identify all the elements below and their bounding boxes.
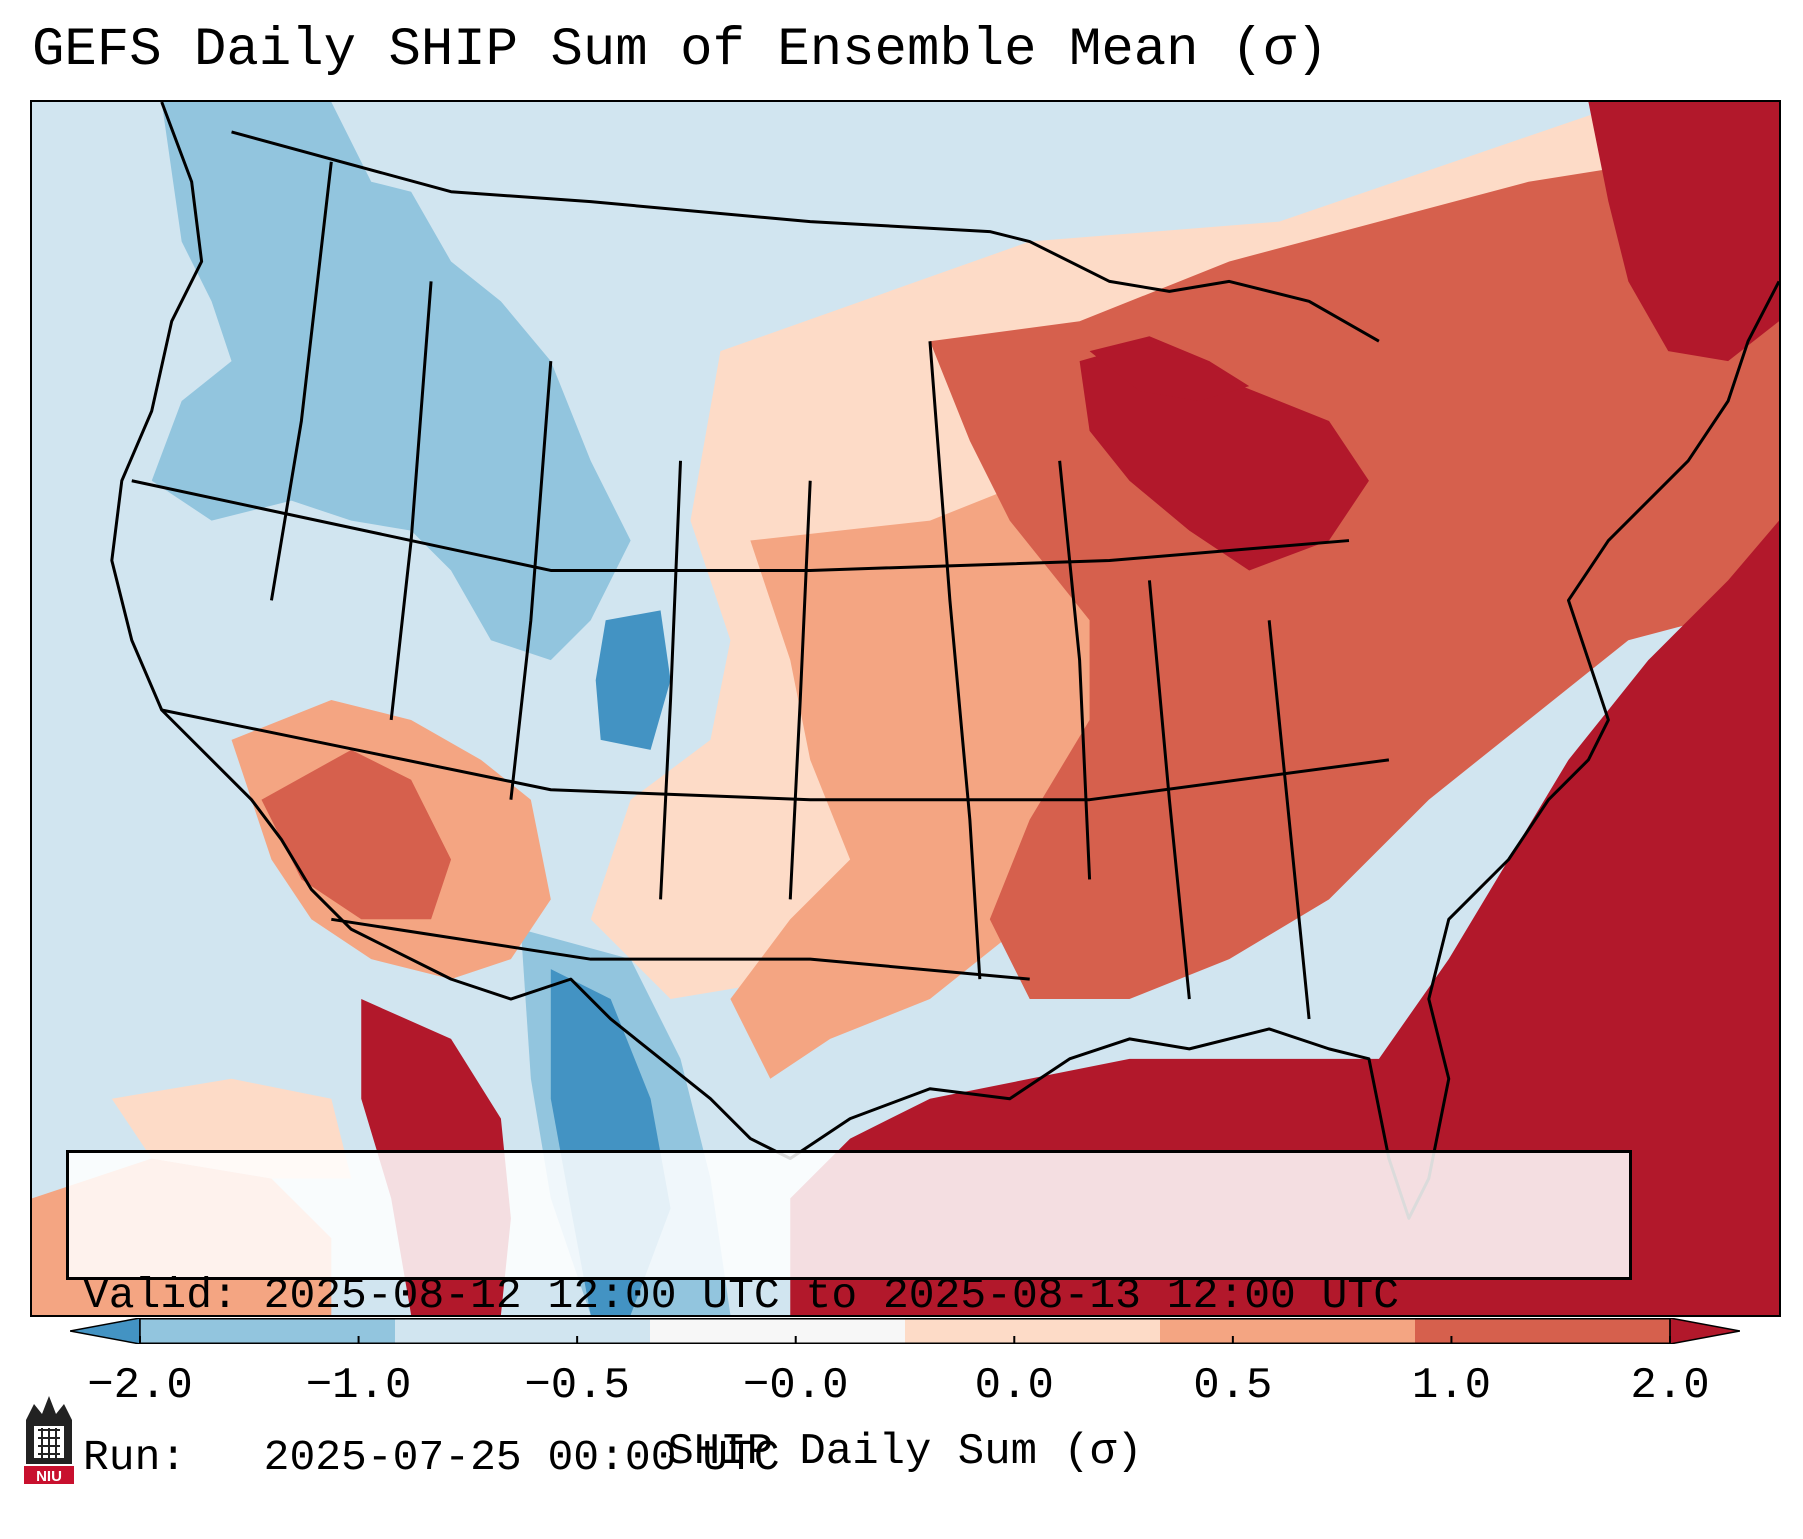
run-line: Run: 2025-07-25 00:00 UTC xyxy=(83,1431,1615,1485)
colorbar-tick-label: −0.0 xyxy=(742,1361,849,1411)
valid-label: Valid: xyxy=(83,1271,238,1320)
logo-text: NIU xyxy=(36,1468,62,1485)
state-lines-zonal xyxy=(131,479,1390,981)
anomaly-map xyxy=(32,102,1779,1315)
colorbar xyxy=(70,1318,1740,1344)
colorbar-segment xyxy=(395,1318,651,1344)
colorbar-extend-high xyxy=(1669,1318,1740,1344)
colorbar-segment xyxy=(140,1318,396,1344)
state-lines-central xyxy=(928,341,1311,1020)
negative-anomaly-nw xyxy=(151,102,631,661)
colorbar-segment xyxy=(905,1318,1161,1344)
valid-value: 2025-08-12 12:00 UTC to 2025-08-13 12:00… xyxy=(263,1271,1400,1320)
colorbar-segment xyxy=(650,1318,906,1344)
colorbar-tick-label: −2.0 xyxy=(87,1361,193,1411)
borders xyxy=(110,102,1779,1220)
colorbar-extend-low xyxy=(70,1318,141,1344)
niu-logo: NIU xyxy=(24,1396,74,1485)
info-box: Valid: 2025-08-12 12:00 UTC to 2025-08-1… xyxy=(66,1150,1632,1482)
colorbar-segment xyxy=(1415,1318,1671,1344)
colorbar-tick-label: −0.5 xyxy=(524,1361,630,1411)
map-panel xyxy=(30,100,1781,1317)
colorbar-segment xyxy=(1160,1318,1416,1344)
run-label: Run: xyxy=(83,1433,187,1482)
strong-positive-great-lakes xyxy=(1079,341,1369,571)
valid-line: Valid: 2025-08-12 12:00 UTC to 2025-08-1… xyxy=(83,1269,1615,1323)
colorbar-label: SHIP Daily Sum (σ) xyxy=(667,1427,1143,1477)
colorbar-tick-label: 0.5 xyxy=(1193,1361,1273,1411)
colorbar-tick-label: −1.0 xyxy=(305,1361,412,1411)
chart-title: GEFS Daily SHIP Sum of Ensemble Mean (σ) xyxy=(32,20,1329,81)
colorbar-frame xyxy=(139,1318,1671,1344)
run-value: 2025-07-25 00:00 UTC xyxy=(263,1433,780,1482)
strong-positive-atlantic-gulf xyxy=(790,520,1779,1315)
lake-superior xyxy=(1089,336,1250,402)
canada-border xyxy=(231,130,1380,343)
colorbar-tick-label: 1.0 xyxy=(1411,1361,1492,1411)
negative-anomaly-core xyxy=(595,610,671,750)
colorbar-tick-label: 2.0 xyxy=(1630,1361,1710,1411)
colorbar-tick-label: 0.0 xyxy=(974,1361,1054,1411)
strong-positive-northeast xyxy=(1588,102,1779,362)
positive-southwest-core xyxy=(261,749,452,920)
